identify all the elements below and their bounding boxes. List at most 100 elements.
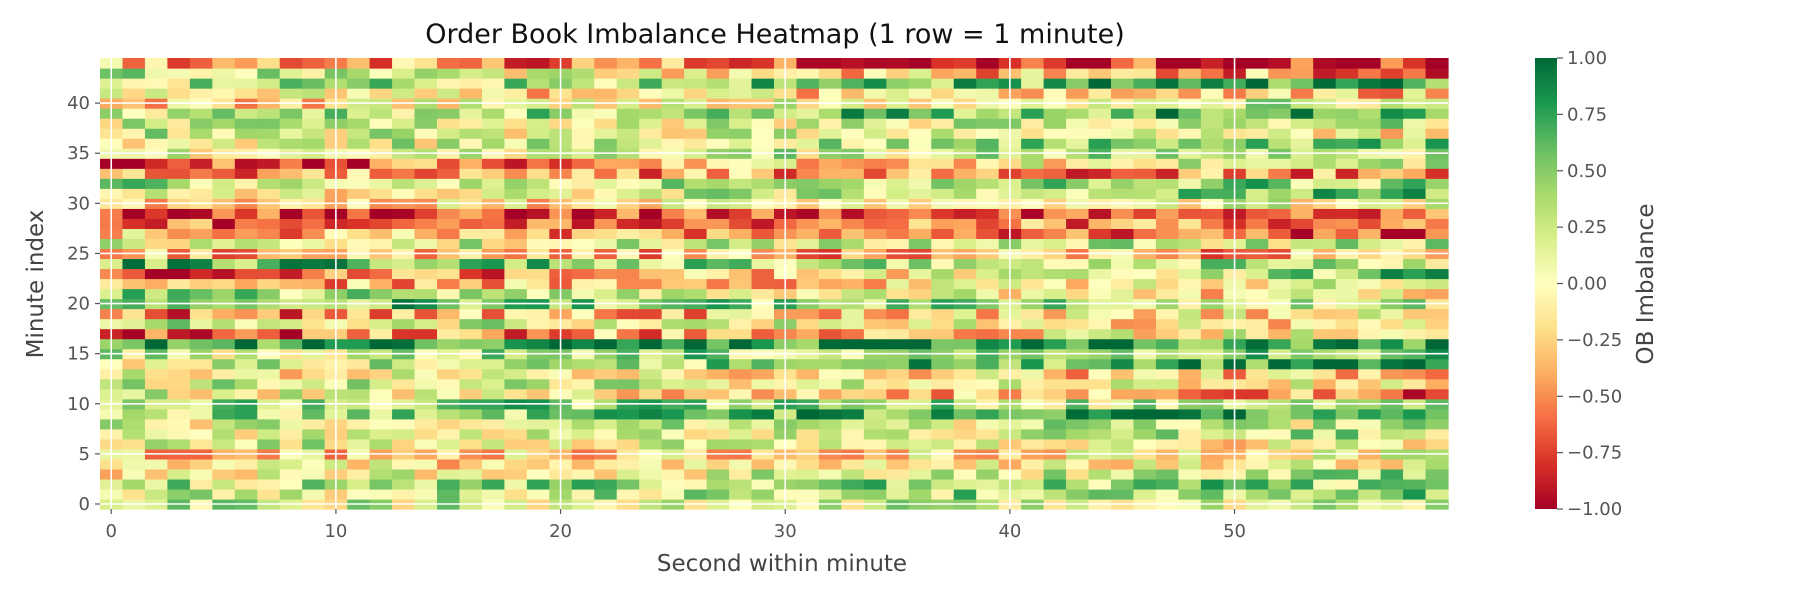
heatmap-cell bbox=[571, 168, 595, 179]
heatmap-cell bbox=[1021, 488, 1045, 500]
heatmap-cell bbox=[863, 58, 887, 69]
heatmap-cell bbox=[1290, 88, 1314, 99]
heatmap-cell bbox=[1178, 428, 1202, 440]
heatmap-cell bbox=[1088, 278, 1112, 290]
heatmap-cell bbox=[706, 168, 730, 179]
heatmap-cell bbox=[886, 58, 910, 69]
heatmap-cell bbox=[437, 218, 461, 229]
heatmap-cell bbox=[931, 128, 955, 139]
heatmap-cell bbox=[1043, 68, 1067, 79]
heatmap-cell bbox=[1403, 458, 1427, 470]
heatmap-cell bbox=[1335, 218, 1359, 229]
heatmap-cell bbox=[1403, 218, 1427, 229]
heatmap-cell bbox=[818, 78, 842, 89]
heatmap-cell bbox=[976, 368, 1000, 380]
heatmap-cell bbox=[818, 308, 842, 320]
heatmap-cell bbox=[437, 188, 461, 199]
heatmap-cell bbox=[504, 128, 528, 139]
heatmap-cell bbox=[1245, 308, 1269, 320]
heatmap-cell bbox=[886, 338, 910, 350]
heatmap-cell bbox=[167, 368, 191, 380]
heatmap-cell bbox=[1155, 208, 1179, 219]
heatmap-cell bbox=[1268, 138, 1292, 149]
heatmap-cell bbox=[167, 188, 191, 199]
heatmap-cell bbox=[302, 138, 326, 149]
heatmap-cell bbox=[1335, 488, 1359, 500]
heatmap-cell bbox=[347, 418, 371, 430]
y-tick-label: 0 bbox=[79, 494, 90, 515]
heatmap-cell bbox=[144, 278, 168, 290]
heatmap-cell bbox=[706, 428, 730, 440]
heatmap-cell bbox=[1178, 268, 1202, 280]
heatmap-cell bbox=[302, 378, 326, 390]
heatmap-cell bbox=[144, 188, 168, 199]
heatmap-cell bbox=[976, 308, 1000, 320]
heatmap-cell bbox=[1313, 308, 1337, 320]
heatmap-cell bbox=[481, 408, 505, 420]
heatmap-cell bbox=[863, 128, 887, 139]
heatmap-cell bbox=[661, 88, 685, 99]
heatmap-cell bbox=[302, 238, 326, 250]
heatmap-cell bbox=[1268, 418, 1292, 430]
heatmap-cell bbox=[257, 168, 281, 179]
heatmap-cell bbox=[1178, 278, 1202, 290]
heatmap-cell bbox=[571, 208, 595, 219]
heatmap-cell bbox=[1133, 128, 1157, 139]
heatmap-cell bbox=[661, 438, 685, 450]
heatmap-cell bbox=[1290, 188, 1314, 199]
heatmap-cell bbox=[1178, 368, 1202, 380]
heatmap-cell bbox=[1021, 388, 1045, 400]
heatmap-cell bbox=[1425, 488, 1449, 500]
heatmap-cell bbox=[1111, 428, 1135, 440]
heatmap-cell bbox=[1200, 318, 1224, 330]
heatmap-cell bbox=[414, 138, 438, 149]
heatmap-cell bbox=[639, 208, 663, 219]
heatmap-cell bbox=[1066, 108, 1090, 119]
colorbar-tick-label: −0.50 bbox=[1567, 386, 1622, 407]
heatmap-cell bbox=[1021, 128, 1045, 139]
heatmap-cell bbox=[122, 68, 146, 79]
heatmap-cell bbox=[459, 158, 483, 169]
heatmap-cell bbox=[841, 158, 865, 169]
heatmap-cell bbox=[1335, 428, 1359, 440]
heatmap-cell bbox=[392, 228, 416, 239]
heatmap-cell bbox=[1088, 178, 1112, 189]
heatmap-cell bbox=[796, 178, 820, 189]
heatmap-cell bbox=[1358, 468, 1382, 480]
heatmap-cell bbox=[1133, 328, 1157, 340]
heatmap-cell bbox=[751, 228, 775, 239]
heatmap-cell bbox=[1155, 318, 1179, 330]
colorbar-tick-label: 0.25 bbox=[1567, 217, 1607, 238]
heatmap-cell bbox=[594, 318, 618, 330]
heatmap-cell bbox=[437, 118, 461, 129]
heatmap-cell bbox=[437, 288, 461, 300]
heatmap-cell bbox=[1066, 238, 1090, 250]
heatmap-cell bbox=[257, 308, 281, 320]
heatmap-cell bbox=[1245, 408, 1269, 420]
heatmap-cell bbox=[459, 408, 483, 420]
heatmap-cell bbox=[1178, 168, 1202, 179]
heatmap-cell bbox=[1313, 188, 1337, 199]
heatmap-cell bbox=[526, 168, 550, 179]
heatmap-cell bbox=[347, 488, 371, 500]
heatmap-cell bbox=[1088, 118, 1112, 129]
heatmap-cell bbox=[1245, 368, 1269, 380]
heatmap-cell bbox=[908, 158, 932, 169]
heatmap-cell bbox=[481, 68, 505, 79]
heatmap-cell bbox=[1290, 138, 1314, 149]
heatmap-cell bbox=[122, 288, 146, 300]
heatmap-cell bbox=[729, 378, 753, 390]
heatmap-cell bbox=[234, 238, 258, 250]
heatmap-cell bbox=[234, 128, 258, 139]
heatmap-cell bbox=[279, 428, 303, 440]
heatmap-cell bbox=[1133, 258, 1157, 270]
heatmap-cell bbox=[189, 378, 213, 390]
heatmap-cell bbox=[1178, 188, 1202, 199]
heatmap-cell bbox=[1380, 488, 1404, 500]
heatmap-cell bbox=[347, 288, 371, 300]
heatmap-cell bbox=[976, 58, 1000, 69]
heatmap-cell bbox=[639, 478, 663, 490]
heatmap-cell bbox=[931, 418, 955, 430]
heatmap-cell bbox=[594, 118, 618, 129]
heatmap-cell bbox=[594, 208, 618, 219]
